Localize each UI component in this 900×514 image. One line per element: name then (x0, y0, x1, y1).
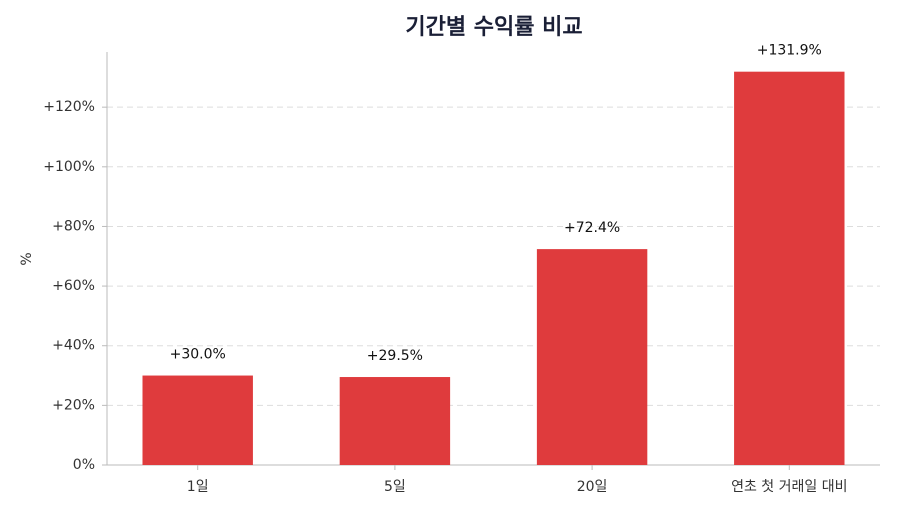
y-tick-label: 0% (73, 457, 95, 473)
y-tick-label: +60% (52, 278, 95, 294)
x-tick-label: 1일 (187, 479, 209, 495)
x-tick-label: 5일 (384, 479, 406, 495)
y-tick-label: +20% (52, 397, 95, 413)
x-tick-label: 연초 첫 거래일 대비 (731, 479, 847, 495)
chart-title: 기간별 수익률 비교 (405, 15, 582, 40)
y-tick-label: +40% (52, 338, 95, 354)
y-axis-label: % (19, 252, 35, 265)
value-label: +131.9% (757, 43, 822, 59)
y-tick-label: +80% (52, 218, 95, 234)
y-tick-label: +120% (43, 99, 95, 115)
value-label: +72.4% (564, 220, 620, 236)
bar (142, 375, 253, 465)
y-tick-label: +100% (43, 159, 95, 175)
bar (734, 71, 845, 465)
x-tick-label: 20일 (577, 479, 608, 495)
value-label: +29.5% (367, 348, 423, 364)
bar (536, 249, 648, 465)
value-label: +30.0% (170, 347, 226, 363)
bar (339, 377, 451, 465)
